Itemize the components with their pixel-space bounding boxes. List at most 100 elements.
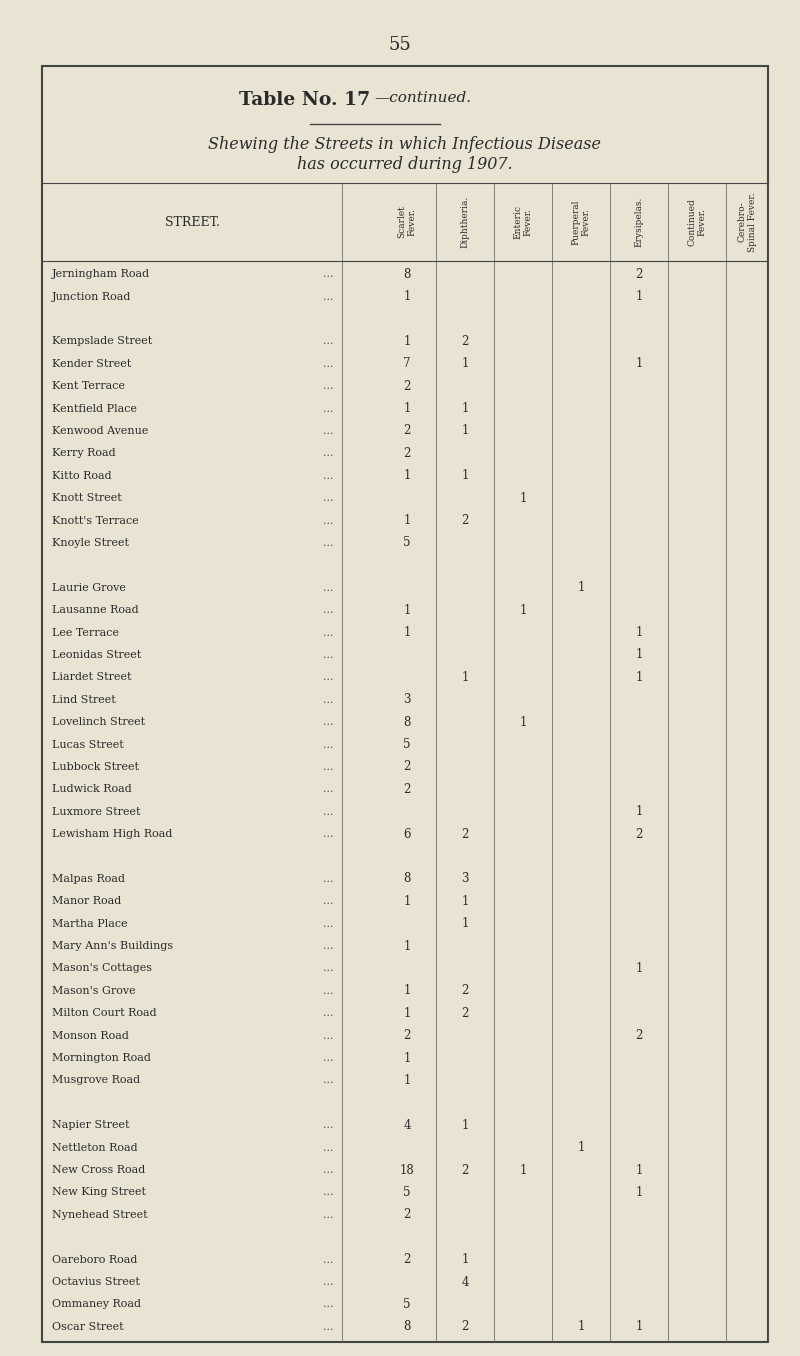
Text: 2: 2: [403, 424, 410, 438]
Text: Table No. 17: Table No. 17: [239, 91, 370, 108]
Text: ...: ...: [323, 650, 334, 660]
Text: 2: 2: [635, 1029, 642, 1043]
Text: Ludwick Road: Ludwick Road: [52, 784, 132, 795]
Text: Kitto Road: Kitto Road: [52, 471, 112, 481]
Text: ...: ...: [323, 873, 334, 884]
Text: 1: 1: [635, 805, 642, 818]
Text: Octavius Street: Octavius Street: [52, 1277, 140, 1287]
Text: 1: 1: [403, 1006, 410, 1020]
Text: 6: 6: [403, 827, 410, 841]
Text: ...: ...: [323, 1143, 334, 1153]
Text: 2: 2: [462, 827, 469, 841]
Text: 1: 1: [403, 1051, 410, 1064]
Text: ...: ...: [323, 270, 334, 279]
Text: 1: 1: [635, 1163, 642, 1177]
Text: 1: 1: [462, 895, 469, 907]
Text: 2: 2: [403, 761, 410, 773]
Text: 5: 5: [403, 1298, 410, 1311]
Text: ...: ...: [323, 1210, 334, 1220]
Text: 1: 1: [462, 1253, 469, 1267]
Text: Oscar Street: Oscar Street: [52, 1322, 124, 1332]
Text: Puerperal
Fever.: Puerperal Fever.: [571, 199, 590, 244]
Text: 1: 1: [635, 648, 642, 662]
Text: 1: 1: [462, 357, 469, 370]
Text: Luxmore Street: Luxmore Street: [52, 807, 141, 816]
Text: Cerebro-
Spinal Fever.: Cerebro- Spinal Fever.: [738, 193, 757, 252]
Text: 2: 2: [462, 1006, 469, 1020]
Text: ...: ...: [323, 605, 334, 616]
Text: 1: 1: [635, 1186, 642, 1199]
Text: 1: 1: [403, 1074, 410, 1088]
Text: 1: 1: [462, 424, 469, 438]
Text: ...: ...: [323, 1031, 334, 1040]
Text: 5: 5: [403, 738, 410, 751]
Text: ...: ...: [323, 1054, 334, 1063]
Text: 2: 2: [462, 1163, 469, 1177]
Text: Nynehead Street: Nynehead Street: [52, 1210, 148, 1220]
Text: ...: ...: [323, 896, 334, 906]
Text: ...: ...: [323, 336, 334, 346]
Text: ...: ...: [323, 404, 334, 414]
Text: 1: 1: [403, 626, 410, 639]
Text: 2: 2: [403, 380, 410, 393]
Text: 4: 4: [403, 1119, 410, 1132]
Text: Mason's Cottages: Mason's Cottages: [52, 964, 152, 974]
Text: ...: ...: [323, 1188, 334, 1197]
Text: 8: 8: [403, 872, 410, 885]
Text: Kent Terrace: Kent Terrace: [52, 381, 125, 391]
Text: Milton Court Road: Milton Court Road: [52, 1009, 157, 1018]
Text: 1: 1: [635, 961, 642, 975]
Text: ...: ...: [323, 964, 334, 974]
Text: 1: 1: [403, 895, 410, 907]
Text: Kentfield Place: Kentfield Place: [52, 404, 137, 414]
Text: ...: ...: [323, 359, 334, 369]
Text: 5: 5: [403, 1186, 410, 1199]
Text: 1: 1: [462, 671, 469, 683]
Text: ...: ...: [323, 784, 334, 795]
Text: ...: ...: [323, 986, 334, 995]
Text: 2: 2: [462, 514, 469, 527]
Text: ...: ...: [323, 1299, 334, 1310]
Text: 2: 2: [462, 335, 469, 348]
Text: ...: ...: [323, 739, 334, 750]
Text: 1: 1: [635, 357, 642, 370]
Text: 1: 1: [635, 626, 642, 639]
Text: 1: 1: [403, 469, 410, 483]
Text: ...: ...: [323, 538, 334, 548]
Text: ...: ...: [323, 1120, 334, 1131]
Text: ...: ...: [323, 1165, 334, 1176]
Text: ...: ...: [323, 1254, 334, 1265]
Text: 1: 1: [578, 582, 585, 594]
Text: Mason's Grove: Mason's Grove: [52, 986, 136, 995]
Text: 1: 1: [519, 716, 526, 728]
Text: 1: 1: [462, 917, 469, 930]
Text: 1: 1: [403, 514, 410, 527]
Text: Scarlet
Fever.: Scarlet Fever.: [398, 206, 417, 239]
Text: ...: ...: [323, 717, 334, 727]
Text: ...: ...: [323, 762, 334, 772]
Text: Continued
Fever.: Continued Fever.: [687, 198, 706, 245]
Text: 1: 1: [519, 492, 526, 504]
Text: 1: 1: [403, 290, 410, 304]
Text: Lucas Street: Lucas Street: [52, 739, 124, 750]
Text: Laurie Grove: Laurie Grove: [52, 583, 126, 593]
Text: 1: 1: [462, 403, 469, 415]
Text: 2: 2: [462, 984, 469, 998]
Text: 1: 1: [519, 1163, 526, 1177]
Text: 1: 1: [635, 1321, 642, 1333]
Text: 2: 2: [635, 827, 642, 841]
Text: 1: 1: [462, 469, 469, 483]
Text: has occurred during 1907.: has occurred during 1907.: [297, 156, 513, 174]
Text: Kenwood Avenue: Kenwood Avenue: [52, 426, 148, 437]
Text: Shewing the Streets in which Infectious Disease: Shewing the Streets in which Infectious …: [209, 136, 602, 153]
Text: 7: 7: [403, 357, 410, 370]
Text: Mary Ann's Buildings: Mary Ann's Buildings: [52, 941, 173, 951]
Text: New Cross Road: New Cross Road: [52, 1165, 146, 1176]
Text: Lubbock Street: Lubbock Street: [52, 762, 139, 772]
Text: 8: 8: [403, 267, 410, 281]
Text: 1: 1: [403, 403, 410, 415]
Text: ...: ...: [323, 426, 334, 437]
Text: ...: ...: [323, 292, 334, 301]
Text: 4: 4: [462, 1276, 469, 1288]
Text: 2: 2: [403, 1029, 410, 1043]
